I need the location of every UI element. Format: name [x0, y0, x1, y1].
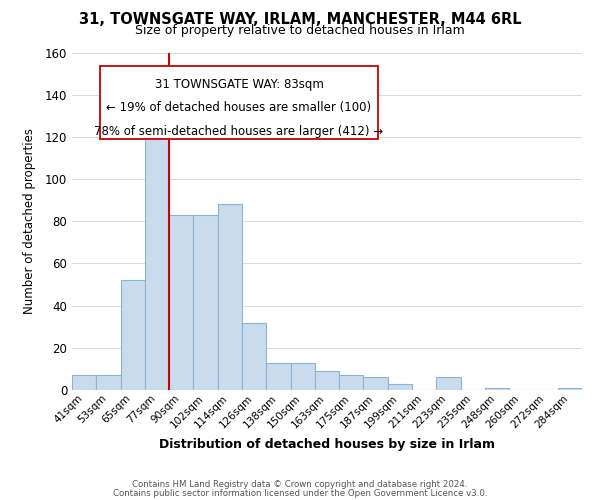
Bar: [436, 378, 461, 390]
Text: ← 19% of detached houses are smaller (100): ← 19% of detached houses are smaller (10…: [106, 102, 371, 114]
FancyBboxPatch shape: [100, 66, 378, 138]
Bar: [290, 362, 315, 390]
Bar: [339, 375, 364, 390]
Y-axis label: Number of detached properties: Number of detached properties: [23, 128, 37, 314]
X-axis label: Distribution of detached houses by size in Irlam: Distribution of detached houses by size …: [159, 438, 495, 451]
Bar: [218, 204, 242, 390]
Bar: [388, 384, 412, 390]
Bar: [72, 375, 96, 390]
Bar: [169, 215, 193, 390]
Bar: [485, 388, 509, 390]
Bar: [315, 371, 339, 390]
Text: 31 TOWNSGATE WAY: 83sqm: 31 TOWNSGATE WAY: 83sqm: [155, 78, 323, 91]
Bar: [242, 322, 266, 390]
Text: 78% of semi-detached houses are larger (412) →: 78% of semi-detached houses are larger (…: [94, 125, 383, 138]
Bar: [558, 388, 582, 390]
Bar: [121, 280, 145, 390]
Text: Contains public sector information licensed under the Open Government Licence v3: Contains public sector information licen…: [113, 488, 487, 498]
Text: Contains HM Land Registry data © Crown copyright and database right 2024.: Contains HM Land Registry data © Crown c…: [132, 480, 468, 489]
Bar: [96, 375, 121, 390]
Text: 31, TOWNSGATE WAY, IRLAM, MANCHESTER, M44 6RL: 31, TOWNSGATE WAY, IRLAM, MANCHESTER, M4…: [79, 12, 521, 28]
Bar: [266, 362, 290, 390]
Bar: [145, 135, 169, 390]
Bar: [193, 215, 218, 390]
Bar: [364, 378, 388, 390]
Text: Size of property relative to detached houses in Irlam: Size of property relative to detached ho…: [135, 24, 465, 37]
